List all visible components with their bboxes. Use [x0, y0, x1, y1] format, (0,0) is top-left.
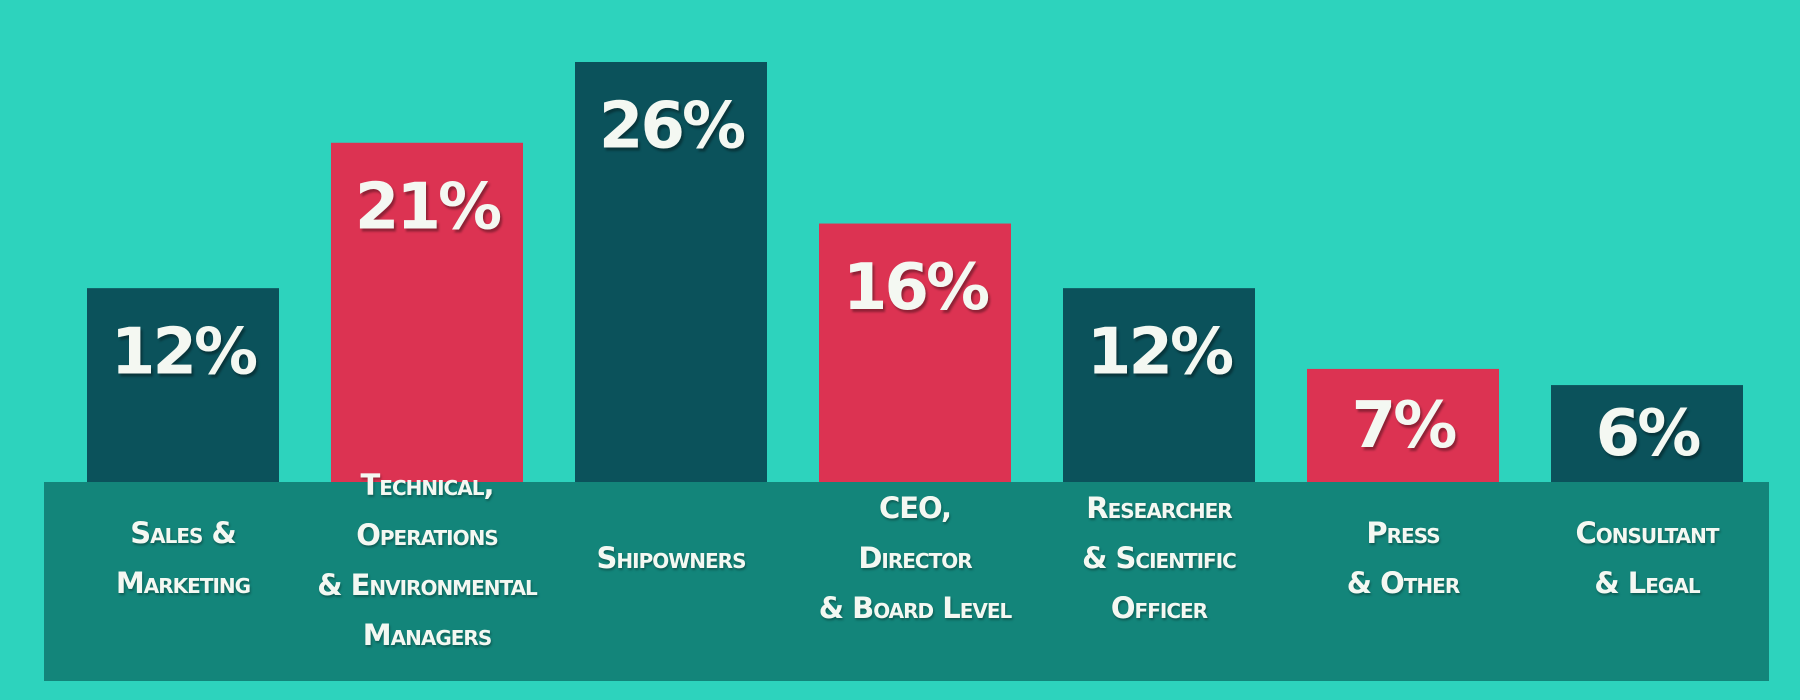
category-label: Marketing: [116, 566, 250, 600]
label-band: [44, 482, 1769, 681]
category-label: Managers: [363, 618, 491, 652]
category-label: CEO,: [879, 491, 951, 525]
category-label: Press: [1366, 516, 1439, 550]
value-label: 6%: [1596, 397, 1701, 471]
bar: [1307, 368, 1499, 482]
category-label: Officer: [1111, 591, 1208, 625]
bar: [1551, 385, 1743, 482]
category-label: & Legal: [1594, 566, 1700, 600]
value-label: 7%: [1352, 389, 1457, 463]
bar: [575, 62, 767, 482]
category-label: Operations: [356, 518, 498, 552]
category-label: Technical,: [361, 468, 494, 502]
category-label: & Scientific: [1082, 541, 1236, 575]
category-label: Sales &: [130, 516, 236, 550]
category-label: & Board Level: [819, 591, 1013, 625]
bar: [1063, 288, 1255, 482]
value-label: 21%: [355, 170, 501, 244]
category-label: & Environmental: [317, 568, 538, 602]
value-label: 12%: [1087, 316, 1233, 390]
value-label: 26%: [599, 90, 745, 164]
category-label: & Other: [1347, 566, 1460, 600]
category-label: Shipowners: [597, 541, 746, 575]
value-label: 16%: [843, 251, 989, 325]
bar: [331, 142, 523, 482]
bar: [87, 288, 279, 482]
category-label: Director: [858, 541, 972, 575]
category-label: Researcher: [1086, 491, 1232, 525]
value-label: 12%: [111, 316, 257, 390]
category-label: Consultant: [1575, 516, 1719, 550]
bar: [819, 223, 1011, 483]
